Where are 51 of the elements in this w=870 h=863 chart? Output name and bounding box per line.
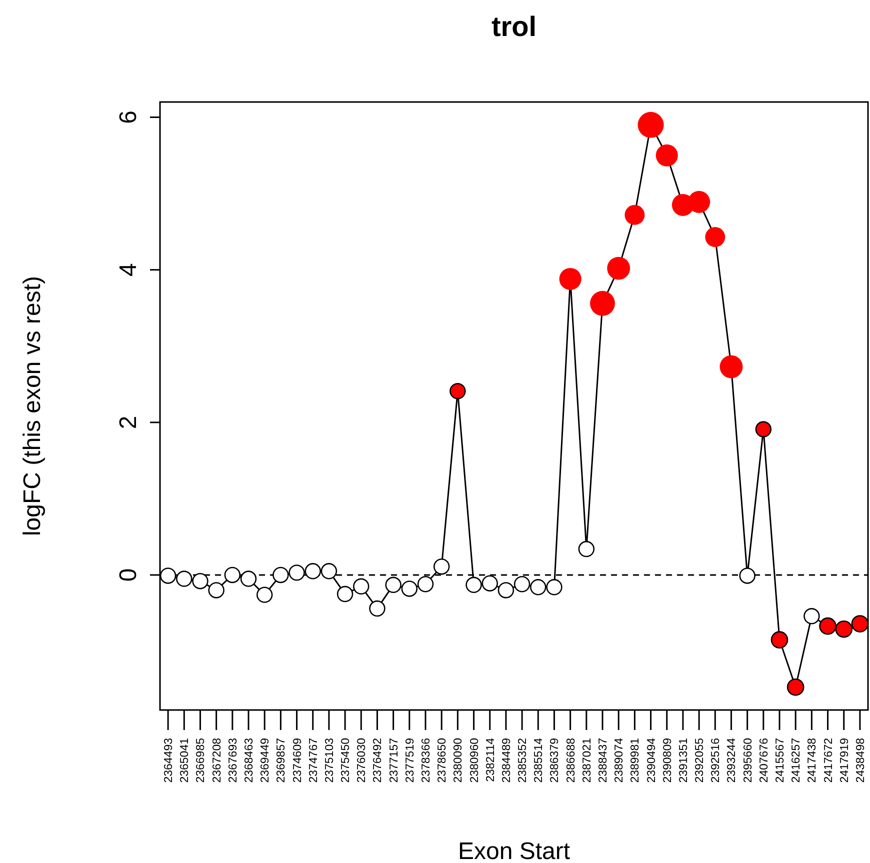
x-tick-label: 2375103 (324, 738, 336, 783)
x-tick-label: 2376030 (356, 738, 368, 783)
x-tick-label: 2367208 (211, 738, 224, 783)
x-tick-label: 2385514 (533, 737, 546, 783)
x-tick-label: 2377519 (404, 738, 416, 783)
x-tick-label: 2389981 (630, 738, 642, 783)
y-tick-label: 4 (115, 263, 142, 277)
x-tick-label: 2386688 (565, 738, 578, 783)
x-tick-label: 2392055 (694, 738, 706, 783)
x-tick-label: 2385352 (517, 738, 530, 783)
x-tick-label: 2393244 (726, 737, 738, 783)
x-tick-label: 2378366 (420, 738, 432, 783)
x-tick-label: 2374767 (308, 738, 320, 783)
x-tick-label: 2407676 (758, 738, 770, 783)
x-tick-label: 2369857 (276, 738, 288, 783)
x-tick-label: 2375450 (340, 738, 352, 783)
x-tick-label: 2395660 (742, 738, 754, 783)
x-tick-label: 2417919 (838, 738, 851, 783)
x-tick-label: 2388437 (598, 738, 610, 783)
x-tick-label: 2417438 (806, 738, 819, 783)
x-tick-label: 2378650 (436, 738, 449, 783)
x-tick-label: 2390494 (646, 737, 658, 783)
x-tick-label: 2364493 (163, 738, 176, 783)
x-tick-label: 2392516 (710, 738, 722, 783)
x-tick-label: 2365041 (179, 738, 192, 783)
x-tick-label: 2368463 (244, 738, 256, 783)
x-tick-label: 2376492 (372, 738, 384, 783)
x-tick-label: 2438498 (854, 738, 867, 783)
y-tick-label: 2 (115, 416, 142, 430)
x-tick-label: 2369449 (260, 738, 272, 783)
chart-title: trol (491, 11, 537, 42)
x-tick-label: 2389074 (614, 737, 626, 783)
x-tick-label: 2366985 (195, 738, 208, 783)
x-tick-label: 2386379 (549, 738, 562, 783)
x-tick-label: 2390809 (662, 738, 674, 783)
x-tick-label: 2382114 (484, 737, 497, 782)
x-tick-label: 2387021 (581, 738, 594, 783)
x-axis-title: Exon Start (458, 838, 570, 863)
x-tick-label: 2380960 (468, 738, 481, 783)
x-tick-label: 2377157 (388, 738, 400, 783)
x-tick-label: 2415567 (774, 738, 786, 783)
x-tick-label: 2391351 (678, 738, 690, 783)
x-tick-label: 2416257 (790, 738, 803, 783)
y-tick-label: 6 (115, 110, 142, 124)
x-tick-label: 2384489 (500, 738, 513, 783)
x-tick-label: 2374609 (292, 738, 304, 783)
y-axis-title: logFC (this exon vs rest) (19, 276, 46, 536)
x-tick-label: 2367693 (227, 738, 240, 783)
x-tick-label: 2417672 (822, 738, 835, 783)
y-tick-label: 0 (115, 568, 142, 582)
x-tick-label: 2380090 (452, 738, 465, 783)
